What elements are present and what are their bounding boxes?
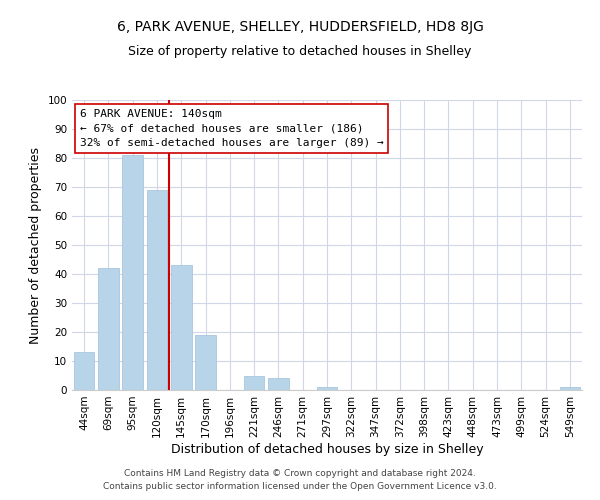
Text: 6 PARK AVENUE: 140sqm
← 67% of detached houses are smaller (186)
32% of semi-det: 6 PARK AVENUE: 140sqm ← 67% of detached …	[80, 108, 383, 148]
Bar	[171, 266, 191, 390]
Bar	[317, 387, 337, 390]
Text: Contains public sector information licensed under the Open Government Licence v3: Contains public sector information licen…	[103, 482, 497, 491]
Bar	[195, 335, 216, 390]
Y-axis label: Number of detached properties: Number of detached properties	[29, 146, 42, 344]
Bar	[98, 268, 119, 390]
Text: 6, PARK AVENUE, SHELLEY, HUDDERSFIELD, HD8 8JG: 6, PARK AVENUE, SHELLEY, HUDDERSFIELD, H…	[116, 20, 484, 34]
Bar	[268, 378, 289, 390]
Bar	[122, 155, 143, 390]
Bar	[74, 352, 94, 390]
Bar	[244, 376, 265, 390]
X-axis label: Distribution of detached houses by size in Shelley: Distribution of detached houses by size …	[170, 442, 484, 456]
Bar	[146, 190, 167, 390]
Text: Contains HM Land Registry data © Crown copyright and database right 2024.: Contains HM Land Registry data © Crown c…	[124, 468, 476, 477]
Text: Size of property relative to detached houses in Shelley: Size of property relative to detached ho…	[128, 45, 472, 58]
Bar	[560, 387, 580, 390]
